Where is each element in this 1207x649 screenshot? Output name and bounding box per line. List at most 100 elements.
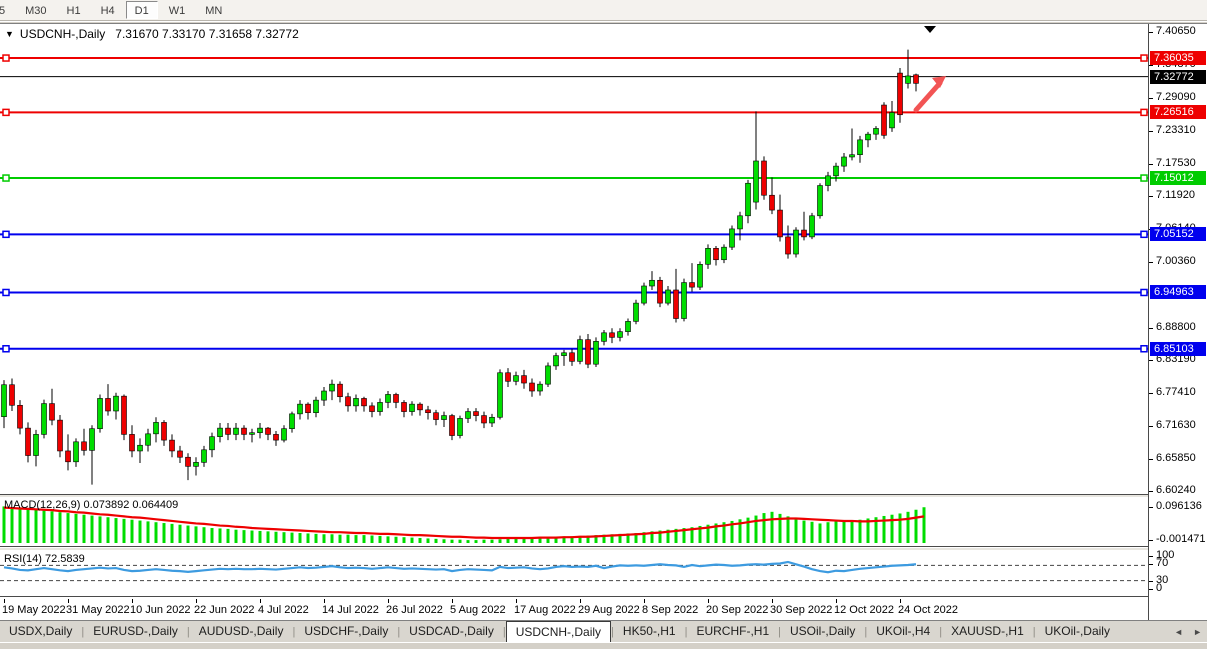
line-handle[interactable] (1140, 108, 1148, 117)
macd-indicator-canvas[interactable] (0, 497, 1148, 547)
rsi-indicator-canvas[interactable] (0, 550, 1148, 597)
tab-scroll-left-icon[interactable]: ◄ (1174, 626, 1184, 637)
bear-candle (473, 411, 479, 416)
bull-candle (201, 449, 207, 463)
line-handle[interactable] (2, 174, 10, 182)
date-label: 24 Oct 2022 (898, 604, 958, 616)
axis-tick-mark (1149, 327, 1153, 329)
tab-separator: | (864, 626, 868, 638)
chart-tab-eurchfh1[interactable]: EURCHF-,H1 (696, 624, 770, 638)
bull-candle (537, 383, 543, 392)
line-handle[interactable] (1140, 174, 1148, 182)
chart-tab-usdchfdaily[interactable]: USDCHF-,Daily (304, 624, 389, 638)
timeframe-button-d1[interactable]: D1 (125, 1, 158, 19)
bull-candle (297, 403, 303, 415)
bull-candle (193, 462, 199, 467)
timeframe-button-w1[interactable]: W1 (168, 5, 186, 17)
chart-tab-eurusddaily[interactable]: EURUSD-,Daily (93, 624, 178, 638)
chart-tab-ukoildaily[interactable]: UKOil-,Daily (1044, 624, 1110, 638)
line-handle[interactable] (2, 230, 10, 239)
chart-tab-hk50h1[interactable]: HK50-,H1 (622, 624, 676, 638)
resistance-line-7.26516[interactable] (0, 108, 1148, 117)
chart-tab-usdcaddaily[interactable]: USDCAD-,Daily (409, 624, 494, 638)
macd-histogram-bar (298, 533, 302, 543)
axis-tick-mark (1149, 425, 1153, 427)
timeframe-button-mn[interactable]: MN (205, 5, 223, 17)
pane-separator[interactable] (0, 548, 1148, 550)
current-price-badge: 7.32772 (1150, 69, 1206, 84)
support-line-6.85103[interactable] (0, 345, 1148, 353)
chart-shift-marker-icon[interactable] (924, 26, 936, 33)
macd-histogram-bar (338, 534, 342, 543)
line-handle[interactable] (2, 108, 10, 117)
bull-candle (153, 422, 159, 435)
chart-tab-bar: USDX,Daily | EURUSD-,Daily | AUDUSD-,Daily | U… (0, 620, 1207, 642)
price-chart-canvas[interactable] (0, 24, 1148, 495)
bull-candle (97, 398, 103, 429)
macd-histogram-bar (754, 515, 758, 543)
macd-histogram-bar (674, 528, 678, 543)
macd-histogram-bar (114, 518, 118, 543)
rsi-tick: 0 (1156, 582, 1163, 594)
macd-histogram-bar (274, 531, 278, 543)
bear-candle (761, 160, 767, 196)
pivot-line-7.15012[interactable] (0, 174, 1148, 182)
line-handle[interactable] (2, 345, 10, 353)
date-tick-mark (900, 599, 901, 603)
macd-histogram-bar (634, 533, 638, 543)
bull-candle (489, 416, 495, 424)
macd-histogram-bar (490, 539, 494, 543)
timeframe-button-5[interactable]: 5 (0, 5, 6, 17)
bear-candle (369, 405, 375, 412)
arrow-annotation[interactable] (913, 76, 946, 113)
macd-histogram-bar (778, 513, 782, 543)
bear-candle (913, 74, 919, 84)
date-tick-mark (132, 599, 133, 603)
arrow-shaft[interactable] (913, 80, 943, 113)
chart-dropdown-icon[interactable]: ▼ (5, 29, 14, 39)
bear-candle (505, 372, 511, 382)
macd-histogram-bar (234, 529, 238, 543)
chart-tab-ukoilh4[interactable]: UKOil-,H4 (876, 624, 931, 638)
timeframe-button-h4[interactable]: H4 (100, 5, 115, 17)
tab-scroll-right-icon[interactable]: ► (1193, 626, 1202, 637)
macd-histogram-bar (730, 520, 734, 543)
bear-candle (265, 427, 271, 435)
line-handle[interactable] (1140, 288, 1148, 297)
chart-tab-audusddaily[interactable]: AUDUSD-,Daily (198, 624, 284, 638)
bear-candle (273, 434, 279, 441)
line-handle[interactable] (2, 54, 10, 62)
macd-histogram-bar (370, 535, 374, 543)
macd-histogram-bar (850, 520, 854, 543)
chart-tab-usdxdaily[interactable]: USDX,Daily (9, 624, 73, 638)
support-line-6.94963[interactable] (0, 288, 1148, 297)
pane-separator[interactable] (0, 495, 1148, 497)
bear-candle (569, 352, 575, 362)
bull-candle (409, 403, 415, 412)
macd-tick-min: -0.001471 (1156, 533, 1206, 545)
resistance-line-7.36035[interactable] (0, 54, 1148, 62)
bear-candle (225, 427, 231, 435)
rsi-tick: 30 (1156, 574, 1169, 586)
date-tick-mark (580, 599, 581, 603)
support-price-badge: 7.05152 (1150, 227, 1206, 242)
support-line-7.05152[interactable] (0, 230, 1148, 239)
date-label: 12 Oct 2022 (834, 604, 894, 616)
macd-label: MACD(12,26,9) 0.073892 0.064409 (4, 499, 179, 511)
macd-histogram-bar (874, 517, 878, 543)
chart-tab-xauusdh1[interactable]: XAUUSD-,H1 (951, 624, 1024, 638)
date-label: 29 Aug 2022 (578, 604, 640, 616)
macd-histogram-bar (154, 522, 158, 543)
chart-tab-usoildaily[interactable]: USOil-,Daily (790, 624, 856, 638)
timeframe-button-h1[interactable]: H1 (66, 5, 81, 17)
bull-candle (817, 185, 823, 217)
arrow-head[interactable] (932, 76, 946, 88)
timeframe-button-m30[interactable]: M30 (25, 5, 47, 17)
line-handle[interactable] (2, 288, 10, 297)
chart-tab-usdcnhdaily[interactable]: USDCNH-,Daily (505, 621, 612, 642)
macd-histogram-bar (714, 523, 718, 543)
line-handle[interactable] (1140, 230, 1148, 239)
line-handle[interactable] (1140, 54, 1148, 62)
line-handle[interactable] (1140, 345, 1148, 353)
pivot-price-badge: 7.15012 (1150, 171, 1206, 186)
